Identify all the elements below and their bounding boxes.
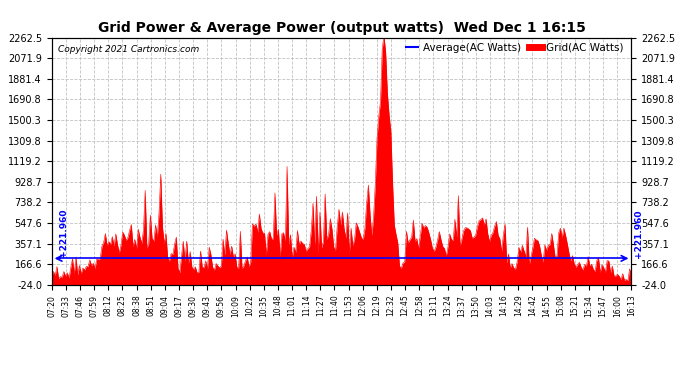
Legend: Average(AC Watts), Grid(AC Watts): Average(AC Watts), Grid(AC Watts) [406, 43, 623, 53]
Text: +221.960: +221.960 [634, 210, 643, 258]
Text: +221.960: +221.960 [59, 208, 68, 257]
Title: Grid Power & Average Power (output watts)  Wed Dec 1 16:15: Grid Power & Average Power (output watts… [97, 21, 586, 35]
Text: Copyright 2021 Cartronics.com: Copyright 2021 Cartronics.com [57, 45, 199, 54]
